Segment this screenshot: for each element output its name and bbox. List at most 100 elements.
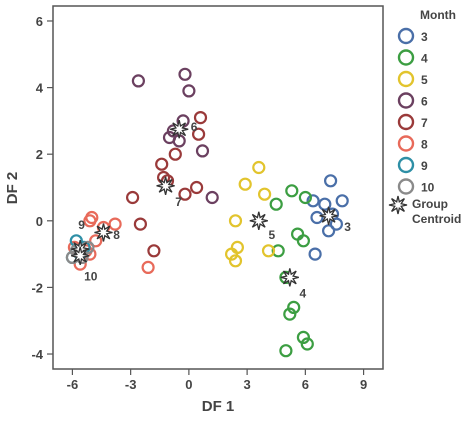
data-point-month-7 (147, 244, 161, 258)
data-point-month-7 (192, 127, 206, 141)
data-point-month-5 (258, 187, 272, 201)
centroid-star-month-7 (156, 176, 175, 195)
centroid-label-month-4: 4 (300, 286, 307, 300)
data-point-month-6 (178, 67, 192, 81)
x-axis-ticks: -6 -3 0 3 6 9 (67, 369, 367, 392)
data-point-month-4 (271, 244, 285, 258)
y-tick-label: 0 (36, 214, 43, 229)
data-point-month-4 (279, 344, 293, 358)
x-axis-title: DF 1 (202, 398, 235, 415)
legend-centroid-label-line1: Group (412, 197, 448, 211)
data-point-month-8 (83, 214, 97, 228)
centroid-label-month-6: 6 (191, 120, 198, 134)
centroid-star-month-8 (94, 223, 113, 242)
legend-items: 3 4 5 6 7 8 9 10 (397, 27, 435, 195)
centroid-star-month-6 (170, 120, 189, 139)
x-tick-label: -6 (67, 377, 79, 392)
data-point-month-5 (238, 177, 252, 191)
legend-marker-month-5 (397, 70, 415, 88)
legend-centroid-label-line2: Centroid (412, 212, 461, 226)
data-point-month-7 (193, 110, 208, 125)
plot-frame (52, 5, 384, 370)
data-point-month-8 (141, 260, 155, 274)
data-point-month-3 (308, 247, 322, 261)
y-tick-label: 2 (36, 147, 43, 162)
data-points (65, 67, 349, 358)
data-point-month-6 (195, 144, 210, 158)
data-point-month-8 (108, 217, 122, 231)
y-axis-ticks: -4 -2 0 2 4 6 (31, 14, 53, 362)
centroid-label-month-8: 8 (113, 228, 120, 242)
centroid-star-month-3 (319, 206, 338, 225)
data-point-month-3 (306, 194, 320, 208)
data-point-month-3 (335, 194, 349, 208)
y-tick-label: 4 (36, 81, 44, 96)
y-tick-label: 6 (36, 14, 43, 29)
x-tick-label: -3 (125, 377, 137, 392)
x-tick-label: 0 (185, 377, 192, 392)
centroid-star-month-4 (280, 268, 299, 287)
legend: Month 3 4 5 6 7 8 9 10 Group Centroid (388, 8, 461, 226)
data-point-month-7 (126, 190, 140, 205)
y-axis-title: DF 2 (4, 172, 21, 205)
data-point-month-3 (324, 174, 338, 188)
legend-label-month-5: 5 (421, 73, 428, 87)
legend-marker-month-9 (397, 156, 415, 174)
legend-title: Month (420, 8, 456, 22)
legend-label-month-7: 7 (421, 116, 428, 130)
centroid-label-month-10: 10 (84, 270, 98, 284)
legend-marker-month-3 (397, 27, 415, 45)
centroid-label-month-7: 7 (175, 195, 182, 209)
y-tick-label: -2 (31, 280, 43, 295)
centroid-label-month-5: 5 (269, 228, 276, 242)
data-point-month-3 (318, 197, 332, 211)
legend-label-month-6: 6 (421, 95, 428, 109)
data-point-month-4 (300, 337, 314, 351)
data-point-month-4 (298, 190, 312, 205)
data-point-month-3 (322, 224, 336, 238)
data-point-month-4 (269, 197, 283, 211)
y-tick-label: -4 (31, 347, 43, 362)
centroid-label-month-9: 9 (78, 218, 85, 232)
x-tick-label: 9 (360, 377, 367, 392)
legend-label-month-9: 9 (421, 159, 428, 173)
data-point-month-3 (310, 210, 324, 225)
data-point-month-6 (131, 74, 145, 88)
legend-label-month-4: 4 (421, 52, 428, 66)
legend-marker-month-7 (397, 113, 415, 131)
data-point-month-7 (168, 147, 182, 161)
legend-centroid-entry (388, 195, 408, 215)
data-point-month-5 (261, 244, 276, 258)
legend-centroid-star (388, 195, 408, 215)
data-point-month-5 (252, 160, 266, 175)
legend-marker-month-4 (397, 49, 415, 66)
legend-label-month-10: 10 (421, 181, 435, 195)
x-tick-label: 6 (302, 377, 309, 392)
data-point-month-7 (178, 187, 192, 201)
data-point-month-4 (283, 307, 297, 321)
centroid-star-month-10 (71, 246, 90, 265)
data-point-month-5 (228, 254, 243, 268)
centroid-label-month-3: 3 (344, 220, 351, 234)
data-point-month-7 (133, 217, 147, 231)
data-point-month-5 (225, 247, 239, 261)
data-point-month-6 (205, 190, 219, 205)
data-point-month-6 (182, 84, 196, 98)
legend-marker-month-6 (397, 92, 415, 109)
legend-marker-month-10 (397, 178, 415, 195)
group-centroids: 3 4 5 6 7 8 9 10 (71, 120, 351, 300)
data-point-month-7 (190, 180, 204, 195)
data-point-month-4 (296, 330, 310, 344)
x-tick-label: 3 (244, 377, 251, 392)
data-point-month-4 (287, 300, 301, 314)
centroid-star-month-5 (249, 211, 268, 230)
legend-label-month-3: 3 (421, 30, 428, 44)
data-point-month-4 (285, 184, 299, 198)
data-point-month-5 (228, 214, 243, 228)
data-point-month-8 (89, 234, 103, 248)
legend-marker-month-8 (397, 135, 415, 152)
data-point-month-4 (296, 234, 310, 248)
data-point-month-7 (155, 157, 169, 171)
